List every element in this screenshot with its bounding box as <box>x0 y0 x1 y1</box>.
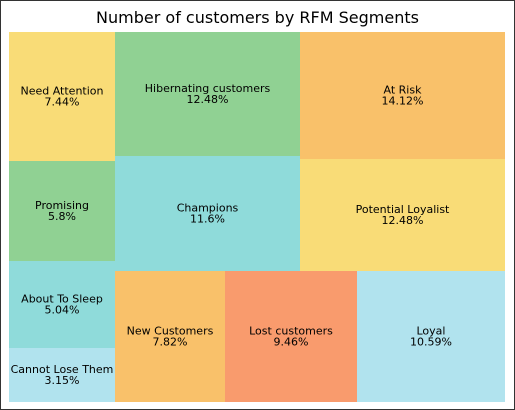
tile-value-champions: 11.6% <box>190 213 225 226</box>
tile-value-lost-customers: 9.46% <box>274 336 309 349</box>
tile-value-cannot-lose-them: 3.15% <box>45 374 80 387</box>
tile-rect-champions <box>115 156 300 271</box>
tile-value-new-customers: 7.82% <box>153 336 188 349</box>
tile-rect-need-attention <box>9 32 115 161</box>
tile-value-at-risk: 14.12% <box>382 95 424 108</box>
tile-value-about-to-sleep: 5.04% <box>45 304 80 317</box>
tile-label-loyal: Loyal <box>417 325 446 338</box>
tile-rect-potential-loyalist <box>300 159 505 271</box>
tile-label-at-risk: At Risk <box>384 84 423 97</box>
tile-label-cannot-lose-them: Cannot Lose Them <box>11 363 114 376</box>
chart-title: Number of customers by RFM Segments <box>96 8 419 27</box>
tile-label-hibernating-customers: Hibernating customers <box>145 82 271 95</box>
tile-label-lost-customers: Lost customers <box>249 325 333 338</box>
tile-label-promising: Promising <box>35 199 89 212</box>
tile-rect-hibernating-customers <box>115 32 300 156</box>
tile-rect-promising <box>9 161 115 261</box>
tile-label-potential-loyalist: Potential Loyalist <box>356 203 450 216</box>
tile-label-new-customers: New Customers <box>127 325 214 338</box>
tile-rect-about-to-sleep <box>9 261 115 348</box>
tile-label-champions: Champions <box>177 202 239 215</box>
tile-label-need-attention: Need Attention <box>20 85 103 98</box>
tile-rect-at-risk <box>300 32 505 159</box>
tile-rect-lost-customers <box>225 271 357 402</box>
tile-value-hibernating-customers: 12.48% <box>187 93 229 106</box>
tile-rect-cannot-lose-them <box>9 348 115 402</box>
tile-value-promising: 5.8% <box>48 210 76 223</box>
tile-value-potential-loyalist: 12.48% <box>382 214 424 227</box>
tile-label-about-to-sleep: About To Sleep <box>21 293 103 306</box>
tile-value-loyal: 10.59% <box>410 336 452 349</box>
tile-rect-loyal <box>357 271 505 402</box>
tile-value-need-attention: 7.44% <box>45 96 80 109</box>
tile-rect-new-customers <box>115 271 225 402</box>
